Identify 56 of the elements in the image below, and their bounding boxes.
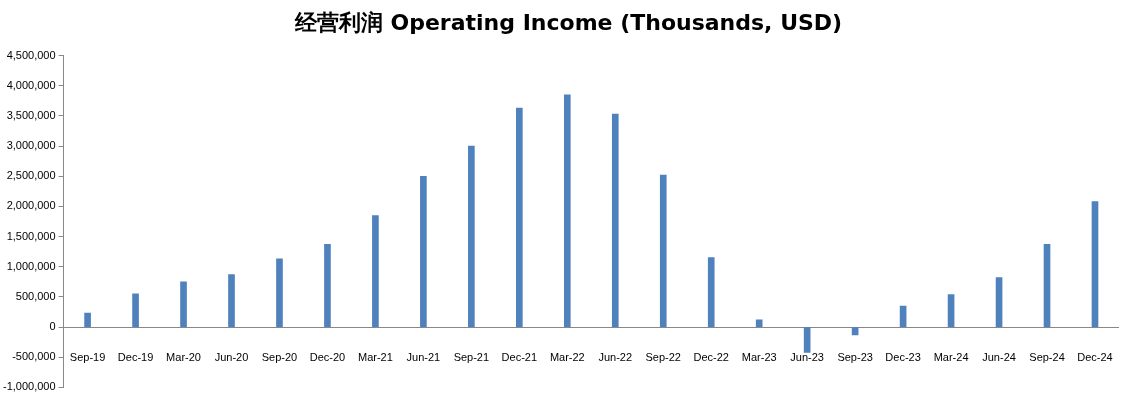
y-tick-label: 2,000,000 xyxy=(6,199,56,212)
bar xyxy=(420,175,427,327)
y-tick-label: 3,000,000 xyxy=(6,139,56,152)
x-tick-label: Dec-22 xyxy=(693,350,729,363)
bar xyxy=(372,215,379,327)
x-tick-label: Mar-24 xyxy=(933,350,969,363)
x-tick-label: Mar-23 xyxy=(741,350,777,363)
bar xyxy=(276,258,283,327)
bar xyxy=(1091,201,1099,327)
x-tick-label: Dec-20 xyxy=(309,350,346,363)
y-tick-label: -500,000 xyxy=(12,350,56,363)
bar xyxy=(324,244,331,327)
x-tick-label: Mar-20 xyxy=(166,350,201,363)
y-tick-label: 0 xyxy=(49,320,56,333)
bar xyxy=(611,113,619,327)
bar xyxy=(1043,244,1051,327)
x-tick-label: Sep-24 xyxy=(1029,350,1065,363)
x-tick-label: Dec-24 xyxy=(1077,350,1113,363)
x-tick-label: Mar-22 xyxy=(549,350,585,363)
bar xyxy=(516,107,523,327)
bar xyxy=(228,274,235,327)
x-tick-label: Sep-21 xyxy=(453,350,490,363)
y-tick-label: 2,500,000 xyxy=(6,169,56,182)
y-tick-label: 4,000,000 xyxy=(6,78,56,91)
bar xyxy=(180,281,187,327)
y-tick-label: -1,000,000 xyxy=(2,380,56,393)
x-tick-label: Jun-20 xyxy=(214,350,249,363)
bar xyxy=(755,319,763,327)
bar xyxy=(995,277,1003,327)
bar xyxy=(468,145,475,327)
x-tick-label: Sep-23 xyxy=(837,350,873,363)
y-tick-label: 3,500,000 xyxy=(6,108,56,121)
bar xyxy=(132,293,139,327)
x-tick-label: Jun-22 xyxy=(598,350,633,363)
bar xyxy=(84,312,91,327)
y-tick-label: 4,500,000 xyxy=(6,48,56,61)
chart-title: 经营利润 Operating Income (Thousands, USD) xyxy=(293,9,844,37)
bar xyxy=(803,327,811,353)
x-tick-label: Mar-21 xyxy=(358,350,393,363)
y-tick-label: 1,000,000 xyxy=(6,259,56,272)
y-tick-label: 500,000 xyxy=(15,289,56,302)
x-tick-label: Jun-24 xyxy=(982,350,1016,363)
bar xyxy=(563,94,571,327)
bar xyxy=(707,257,715,327)
bar xyxy=(659,174,667,327)
x-tick-label: Jun-23 xyxy=(790,350,824,363)
x-tick-label: Dec-21 xyxy=(501,350,538,363)
x-tick-label: Dec-19 xyxy=(117,350,154,363)
y-tick-label: 1,500,000 xyxy=(6,229,56,242)
bar xyxy=(947,294,955,327)
x-tick-label: Sep-20 xyxy=(261,350,298,363)
x-tick-label: Jun-21 xyxy=(406,350,441,363)
x-tick-label: Sep-19 xyxy=(69,350,106,363)
x-tick-label: Dec-23 xyxy=(885,350,921,363)
x-tick-label: Sep-22 xyxy=(645,350,681,363)
bar xyxy=(851,327,859,336)
